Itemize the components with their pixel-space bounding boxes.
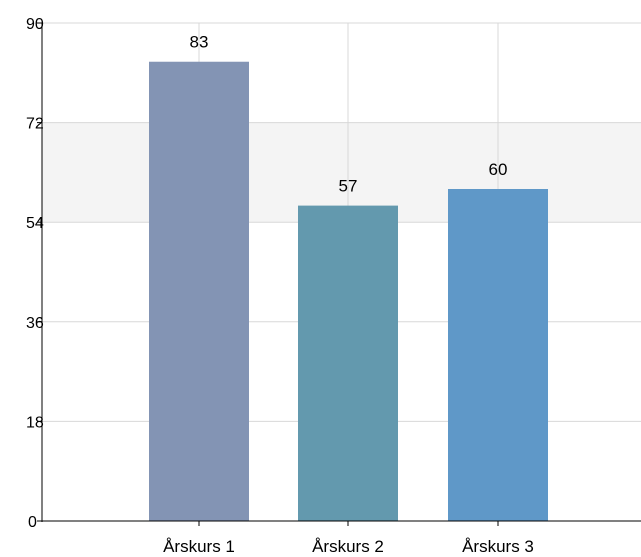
y-tick-labels: 0 18 36 54 72 90 [26,16,44,531]
x-tick-label: Årskurs 2 [312,537,384,556]
data-label: 60 [489,160,508,179]
x-tick-label: Årskurs 1 [163,537,235,556]
y-tick-label: 72 [26,116,44,133]
bar [149,61,249,521]
axes [37,22,641,526]
x-tick-labels: Årskurs 1 Årskurs 2 Årskurs 3 [163,537,534,556]
y-tick-label: 36 [26,315,44,332]
bars [149,61,548,521]
bar [448,189,548,521]
data-label: 83 [190,33,209,52]
y-tick-label: 54 [26,215,44,232]
y-tick-label: 90 [26,16,44,33]
x-tick-label: Årskurs 3 [462,537,534,556]
data-labels: 83 57 60 [190,33,508,196]
data-label: 57 [339,177,358,196]
y-tick-label: 0 [28,514,37,531]
y-tick-label: 18 [26,414,44,431]
bar [298,205,398,521]
